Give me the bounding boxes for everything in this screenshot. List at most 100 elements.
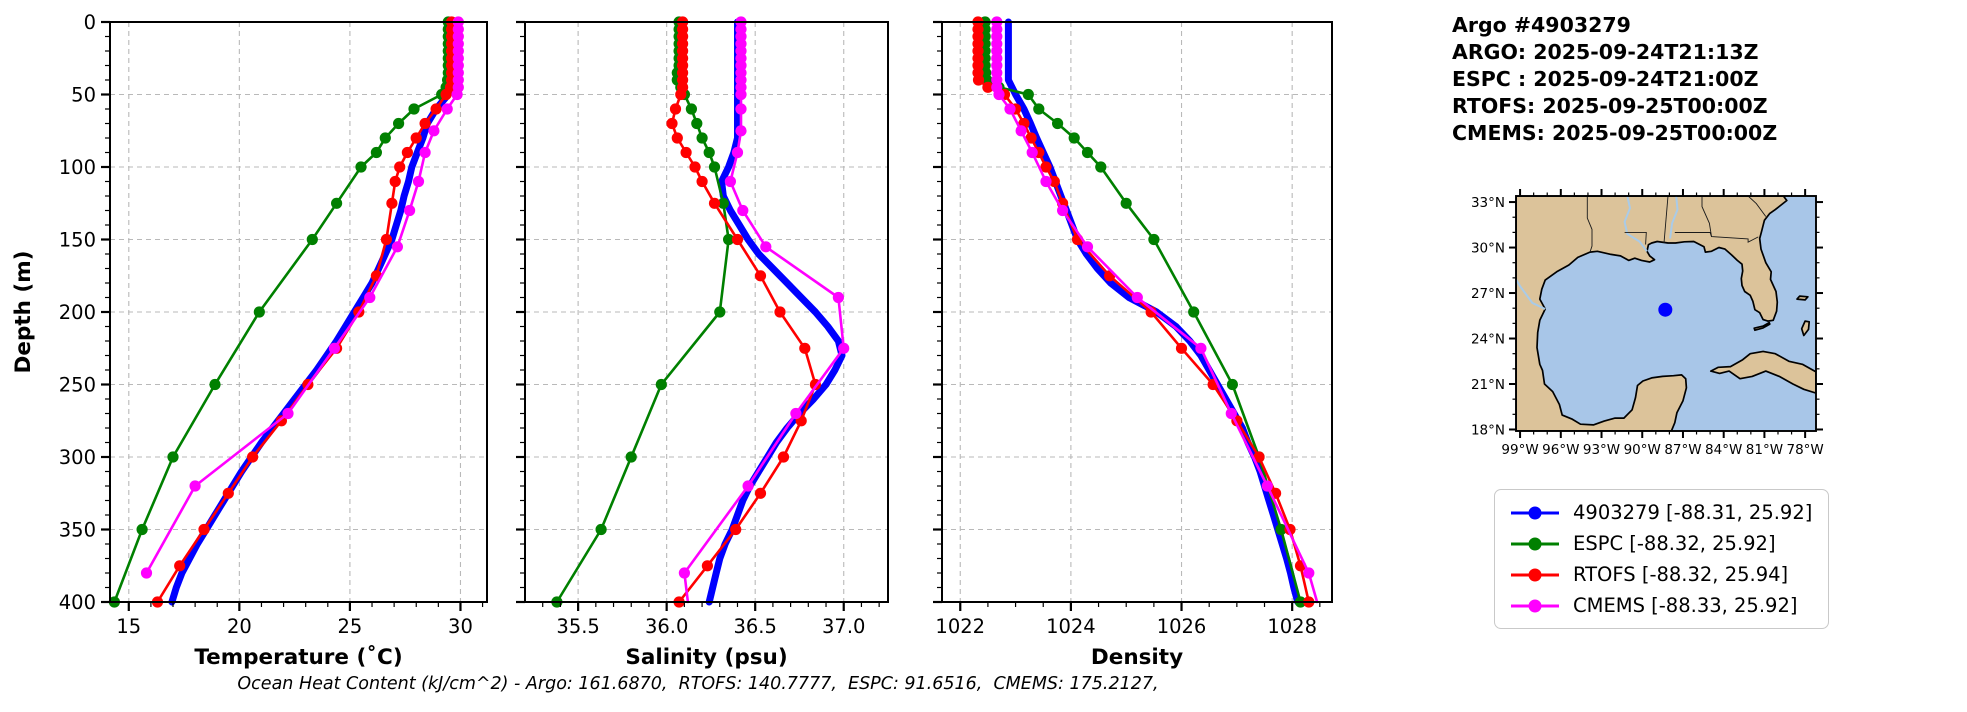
data-marker — [1120, 197, 1132, 209]
x-tick-label: 36.0 — [645, 615, 688, 638]
data-marker — [1026, 146, 1038, 159]
data-marker — [777, 451, 790, 463]
data-marker — [671, 132, 683, 144]
data-marker — [419, 117, 431, 130]
map-lon-label: 84°W — [1705, 442, 1742, 458]
data-marker — [696, 175, 708, 188]
data-marker — [1025, 132, 1037, 144]
data-marker — [370, 146, 382, 159]
border-mississippi-alabama — [1663, 196, 1669, 244]
border-louisiana-mississippi — [1624, 231, 1647, 245]
river-rio-grande — [1516, 278, 1546, 310]
landmass-florida-keys — [1753, 321, 1771, 332]
data-marker — [379, 132, 391, 144]
data-marker — [691, 117, 703, 130]
x-tick-label: 20 — [227, 615, 252, 638]
depth-axis-title: Depth (m) — [11, 251, 36, 374]
data-marker — [735, 125, 747, 137]
data-marker — [394, 161, 406, 173]
border-texas-louisiana — [1586, 196, 1593, 253]
profile-line-4903279-salinity — [705, 18, 846, 606]
data-marker — [1057, 204, 1069, 217]
data-marker — [669, 103, 682, 115]
data-marker — [174, 560, 186, 572]
data-marker — [724, 175, 737, 188]
data-marker — [408, 103, 420, 115]
data-marker — [708, 197, 721, 209]
data-marker — [440, 88, 452, 101]
float-location-dot — [1658, 302, 1673, 317]
data-marker — [731, 233, 744, 246]
data-marker — [1004, 103, 1016, 115]
legend-marker-icon — [1511, 537, 1559, 550]
landmass-cuba — [1709, 350, 1816, 394]
data-marker — [428, 125, 440, 137]
data-marker — [189, 480, 201, 492]
border-florida-georgia — [1674, 231, 1759, 243]
map-lon-label: 96°W — [1542, 442, 1579, 458]
data-marker — [167, 451, 179, 463]
y-tick-label: 300 — [59, 446, 96, 469]
map-lon-label: 99°W — [1501, 442, 1538, 458]
data-marker — [666, 117, 678, 130]
legend-item: RTOFS [-88.32, 25.94] — [1507, 561, 1812, 588]
legend-label: ESPC [-88.32, 25.92] — [1573, 532, 1776, 555]
data-marker — [774, 306, 786, 318]
map-lat-label: 24°N — [1471, 332, 1505, 348]
data-marker — [799, 342, 811, 354]
data-marker — [1225, 407, 1237, 420]
data-marker — [1040, 161, 1052, 173]
data-marker — [1048, 175, 1060, 188]
data-marker — [140, 567, 153, 579]
info-line-1: ARGO: 2025-09-24T21:13Z — [1452, 40, 1759, 64]
border-georgia-southcarolina — [1747, 196, 1767, 217]
data-marker — [1081, 146, 1094, 159]
map-lon-label: 90°W — [1624, 442, 1661, 458]
data-marker — [675, 88, 687, 101]
data-marker — [1081, 241, 1094, 253]
data-marker — [209, 378, 221, 391]
legend-label: CMEMS [-88.33, 25.92] — [1573, 594, 1798, 617]
data-marker — [393, 117, 405, 130]
x-tick-label: 36.5 — [733, 615, 776, 638]
y-tick-label: 150 — [59, 229, 96, 252]
map-lon-label: 93°W — [1583, 442, 1620, 458]
data-marker — [714, 306, 726, 318]
map-lat-label: 21°N — [1471, 377, 1505, 393]
data-marker — [730, 523, 742, 536]
info-line-3: RTOFS: 2025-09-25T00:00Z — [1452, 94, 1768, 118]
data-marker — [253, 306, 265, 318]
map-lat-label: 30°N — [1471, 241, 1505, 257]
data-marker — [389, 175, 401, 188]
data-marker — [1303, 567, 1315, 579]
x-tick-label: 1024 — [1046, 615, 1096, 638]
data-marker — [1052, 117, 1064, 130]
legend-item: ESPC [-88.32, 25.92] — [1507, 530, 1812, 557]
data-marker — [703, 146, 715, 159]
data-marker — [1022, 88, 1034, 101]
data-marker — [419, 146, 431, 159]
landmass-andros-island — [1800, 320, 1811, 337]
data-marker — [595, 523, 607, 536]
data-marker — [1033, 103, 1045, 115]
data-marker — [1261, 480, 1273, 492]
y-tick-label: 350 — [59, 519, 96, 542]
data-marker — [655, 378, 667, 391]
data-marker — [689, 161, 701, 173]
data-marker — [680, 146, 692, 159]
density-axis-title: Density — [1091, 645, 1183, 670]
x-tick-label: 25 — [337, 615, 362, 638]
data-marker — [391, 241, 403, 253]
data-marker — [401, 146, 413, 159]
data-marker — [754, 487, 767, 499]
y-tick-label: 400 — [59, 591, 96, 614]
landmass-grand-bahama — [1796, 295, 1809, 301]
x-tick-label: 15 — [116, 615, 141, 638]
map-lon-label: 81°W — [1746, 442, 1783, 458]
data-marker — [1040, 175, 1052, 188]
data-marker — [696, 132, 708, 144]
data-marker — [198, 523, 210, 536]
data-marker — [306, 233, 318, 246]
